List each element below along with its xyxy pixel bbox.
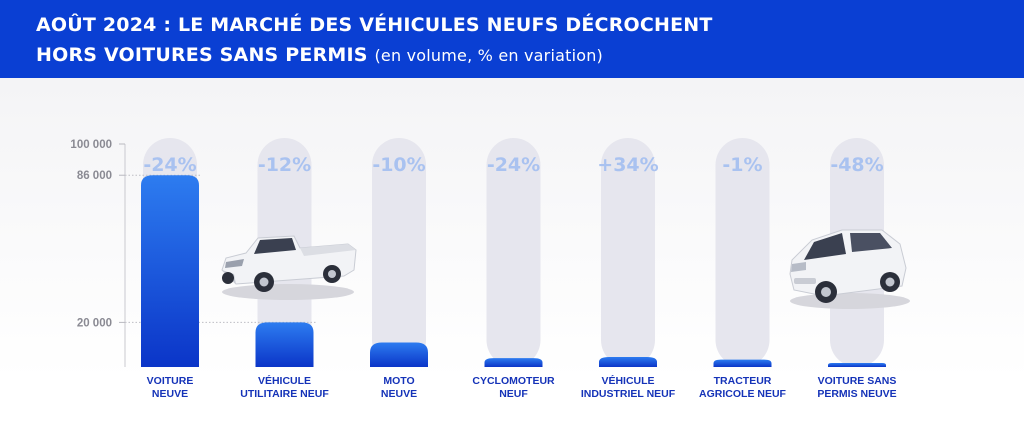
- variation-label: -24%: [487, 154, 540, 176]
- category-label-line1: VÉHICULE: [258, 374, 311, 387]
- page-title: AOÛT 2024 : LE MARCHÉ DES VÉHICULES NEUF…: [36, 14, 713, 36]
- category-label-line1: VÉHICULE: [601, 374, 654, 387]
- variation-label: -24%: [143, 154, 196, 176]
- category-label-line1: VOITURE SANS: [818, 375, 897, 387]
- pill-background: [486, 138, 541, 367]
- bar: [255, 322, 314, 367]
- header-banner: AOÛT 2024 : LE MARCHÉ DES VÉHICULES NEUF…: [0, 0, 1024, 78]
- bar: [713, 359, 772, 367]
- category-label-line2: NEUF: [499, 388, 528, 400]
- title-line-1: AOÛT 2024 : LE MARCHÉ DES VÉHICULES NEUF…: [36, 14, 713, 36]
- category-label-line1: CYCLOMOTEUR: [472, 375, 555, 387]
- y-tick-label: 20 000: [77, 317, 112, 329]
- pill-background: [715, 138, 770, 367]
- variation-label: -48%: [830, 154, 883, 176]
- category-label-line2: AGRICOLE NEUF: [699, 388, 787, 400]
- bar: [599, 356, 657, 367]
- title-line-2: HORS VOITURES SANS PERMIS: [36, 44, 368, 66]
- chart-panel: 100 000 86 000 20 000 -24% -12% -10% -24% +34%…: [0, 78, 1024, 433]
- category-label-line1: TRACTEUR: [714, 375, 772, 387]
- bar: [484, 358, 543, 367]
- pill-background: [372, 138, 426, 367]
- y-tick-label: 86 000: [77, 170, 112, 182]
- page-subtitle: (en volume, % en variation): [374, 46, 603, 65]
- category-label-line2: NEUVE: [381, 388, 417, 400]
- category-label-line2: UTILITAIRE NEUF: [240, 388, 329, 400]
- microcar-icon: [789, 229, 910, 309]
- variation-label: +34%: [597, 154, 658, 176]
- bar: [370, 342, 428, 367]
- bar: [828, 363, 886, 367]
- page-title-line-2: HORS VOITURES SANS PERMIS (en volume, % …: [36, 44, 603, 66]
- category-label-line2: NEUVE: [152, 388, 188, 400]
- y-tick-label: 100 000: [70, 139, 112, 151]
- category-label-line2: PERMIS NEUVE: [817, 388, 896, 400]
- variation-label: -12%: [258, 154, 311, 176]
- variation-label: -1%: [722, 154, 762, 176]
- category-label-line1: VOITURE: [147, 375, 194, 387]
- pill-background: [601, 138, 655, 367]
- category-label-line1: MOTO: [383, 375, 414, 387]
- bar: [141, 175, 199, 367]
- category-label-line2: INDUSTRIEL NEUF: [581, 388, 676, 400]
- pickup-truck-icon: [221, 235, 357, 300]
- variation-label: -10%: [372, 154, 425, 176]
